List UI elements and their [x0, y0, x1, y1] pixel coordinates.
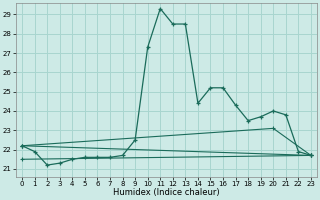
- X-axis label: Humidex (Indice chaleur): Humidex (Indice chaleur): [113, 188, 220, 197]
